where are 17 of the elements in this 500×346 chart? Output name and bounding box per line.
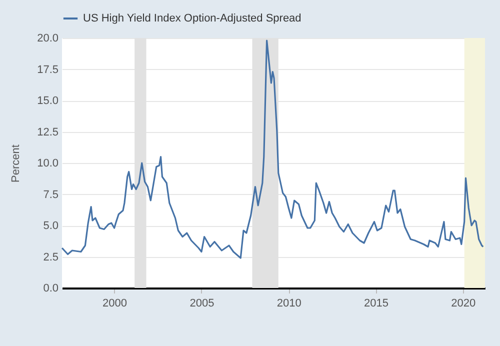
y-tick-label: 15.0 [37, 95, 58, 107]
legend-label: US High Yield Index Option-Adjusted Spread [83, 12, 302, 24]
line-series [61, 40, 484, 259]
y-axis-title: Percent [10, 144, 22, 182]
y-tick-label: 17.5 [37, 64, 58, 76]
x-tick-label: 2000 [102, 298, 128, 310]
x-tick-label: 2015 [364, 298, 388, 310]
x-tick-label: 2010 [276, 298, 302, 310]
x-tick-label: 2005 [190, 298, 214, 310]
y-tick-label: 20.0 [37, 32, 58, 44]
y-tick-label: 2.5 [43, 251, 58, 264]
y-tick-label: 7.5 [43, 188, 58, 201]
y-tick-label: 5.0 [43, 220, 58, 232]
y-tick-label: 10.0 [37, 158, 58, 170]
y-tick-label: 12.5 [37, 126, 58, 138]
y-tick-label: 0.0 [43, 282, 58, 294]
x-tick-label: 2020 [451, 298, 476, 310]
